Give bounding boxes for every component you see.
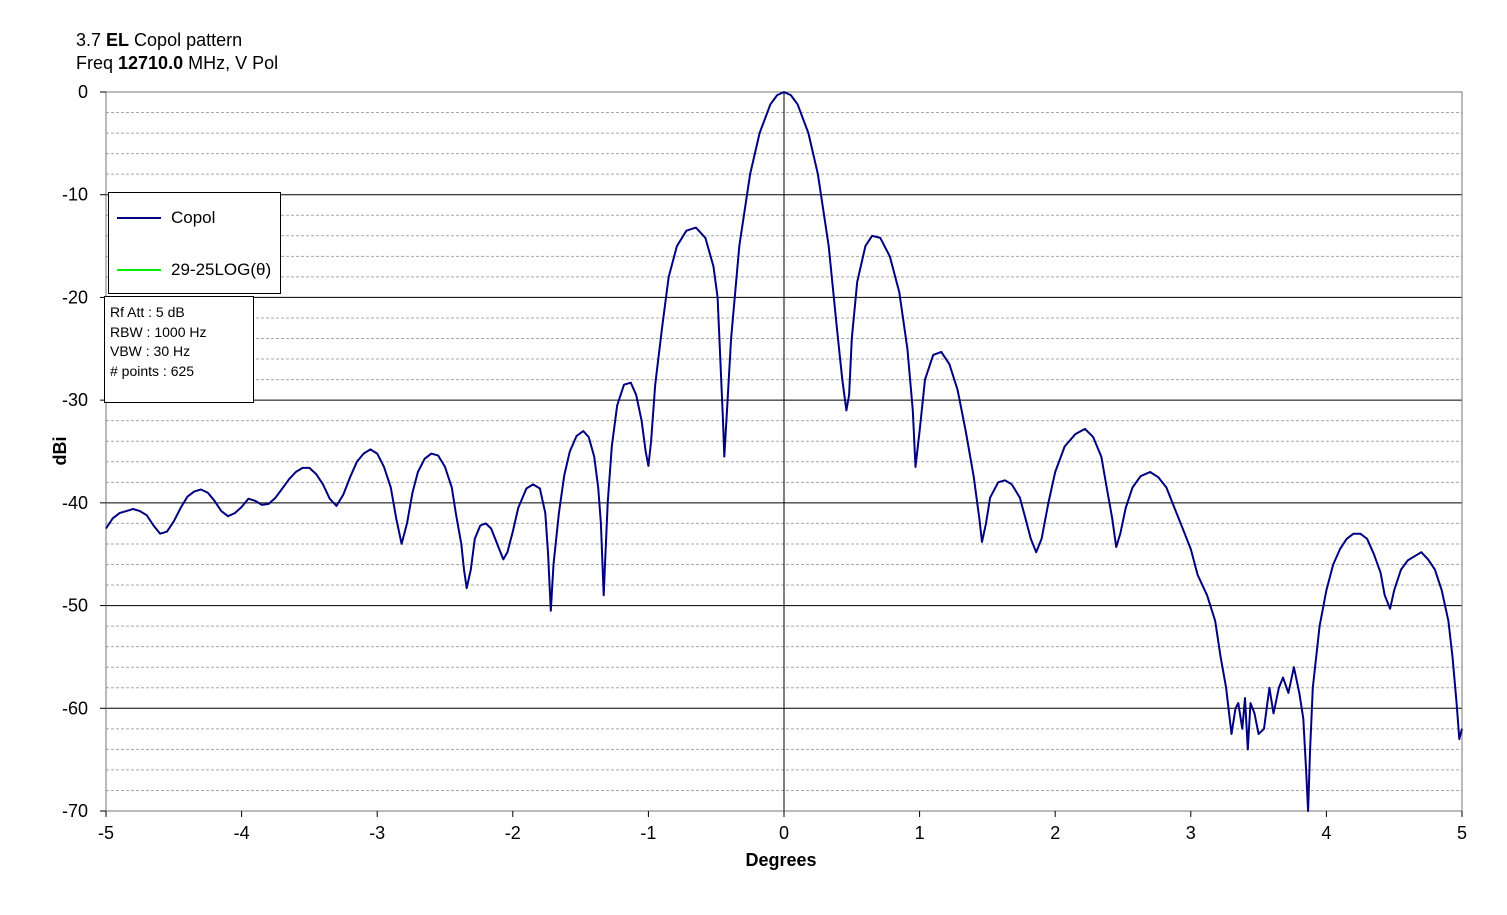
- y-tick-label: 0: [78, 82, 88, 102]
- y-tick-label: -40: [62, 493, 88, 513]
- x-tick-label: 3: [1186, 823, 1196, 843]
- series-layer: [105, 91, 1463, 812]
- x-tick-label: -2: [505, 823, 521, 843]
- x-tick-label: 4: [1321, 823, 1331, 843]
- legend-entry-mask: 29-25LOG(θ): [117, 260, 271, 280]
- info-vbw: VBW : 30 Hz: [110, 343, 191, 359]
- y-tick-label: -50: [62, 596, 88, 616]
- y-tick-label: -70: [62, 801, 88, 821]
- y-tick-label: -60: [62, 698, 88, 718]
- y-tick-label: -30: [62, 390, 88, 410]
- x-tick-label: -1: [640, 823, 656, 843]
- x-tick-label: 1: [915, 823, 925, 843]
- chart-title-line-1: 3.7 EL Copol pattern: [76, 30, 243, 50]
- info-rbw: RBW : 1000 Hz: [110, 323, 207, 340]
- x-tick-label: -4: [234, 823, 250, 843]
- chart-title-line-2: Freq 12710.0 MHz, V Pol: [76, 53, 279, 73]
- legend-swatch-mask: [117, 269, 161, 271]
- measurement-info-box: Rf Att : 5 dB RBW : 1000 Hz VBW : 30 Hz …: [104, 296, 254, 403]
- legend-swatch-copol: [117, 217, 161, 219]
- legend-label-mask: 29-25LOG(θ): [171, 260, 272, 279]
- copol-series-line: [105, 91, 1463, 812]
- legend-label-copol: Copol: [171, 208, 216, 227]
- x-tick-label: -3: [369, 823, 385, 843]
- x-tick-label: 0: [779, 823, 789, 843]
- legend: Copol 29-25LOG(θ): [108, 192, 281, 294]
- x-tick-label: 2: [1050, 823, 1060, 843]
- legend-entry-copol: Copol: [117, 208, 215, 228]
- x-tick-label: 5: [1457, 823, 1467, 843]
- x-tick-label: -5: [98, 823, 114, 843]
- info-rf-att: Rf Att : 5 dB: [110, 304, 185, 320]
- y-axis-label: dBi: [50, 437, 70, 466]
- info-points: # points : 625: [110, 362, 195, 379]
- y-tick-label: -10: [62, 185, 88, 205]
- axis-ticks: -5 -4 -3 -2 -1 0 1 2 3 4 50-10-20-30-40-50-60-70: [62, 82, 1467, 843]
- y-tick-label: -20: [62, 287, 88, 307]
- x-axis-label: Degrees: [745, 850, 816, 870]
